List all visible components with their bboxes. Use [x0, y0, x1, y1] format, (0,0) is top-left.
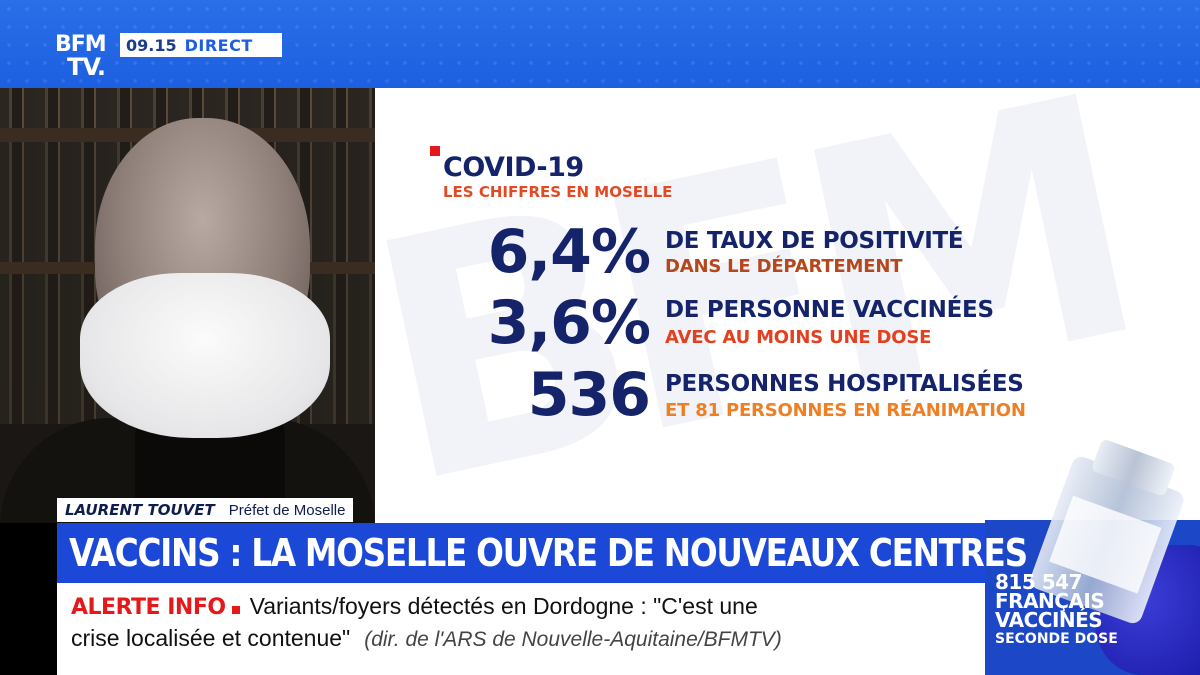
headline-banner: VACCINS : LA MOSELLE OUVRE DE NOUVEAUX C… — [57, 523, 1028, 583]
stat-value: 536 — [527, 360, 651, 430]
stat-label: DE TAUX DE POSITIVITÉ — [665, 228, 964, 254]
stat-label: PERSONNES HOSPITALISÉES — [665, 371, 1024, 397]
live-label: DIRECT — [184, 35, 253, 55]
stat-row: 536 — [430, 360, 651, 430]
ticker-text: crise localisée et contenue" — [71, 625, 351, 651]
vaccine-counter: 815 547 FRANÇAIS VACCINÉS SECONDE DOSE — [995, 570, 1118, 647]
ticker-source: (dir. de l'ARS de Nouvelle-Aquitaine/BFM… — [364, 628, 782, 651]
alert-square-icon — [231, 606, 240, 614]
stat-detail: AVEC AU MOINS UNE DOSE — [665, 327, 932, 348]
speaker-name: LAURENT TOUVET — [65, 501, 215, 519]
stats-panel: BFM — [375, 88, 1200, 523]
face-mask — [80, 273, 330, 438]
stat-value: 3,6% — [487, 288, 651, 358]
clock-time: 09.15 — [126, 35, 177, 55]
stat-value: 6,4% — [487, 217, 651, 287]
live-clock-badge: 09.15 DIRECT — [120, 33, 282, 57]
video-feed — [0, 88, 375, 523]
bfmtv-logo: BFM TV. — [55, 32, 107, 81]
vaccine-count: 815 547 — [995, 570, 1082, 594]
speaker-role: Préfet de Moselle — [228, 501, 346, 519]
title-marker — [430, 146, 440, 156]
ticker-text: Variants/foyers détectés en Dordogne : "… — [249, 593, 758, 619]
stat-row: 6,4% — [430, 217, 651, 287]
stat-row: 3,6% — [430, 288, 651, 358]
panel-title: COVID-19 — [443, 152, 584, 183]
stat-detail: ET 81 PERSONNES EN RÉANIMATION — [665, 400, 1026, 421]
panel-subtitle: LES CHIFFRES EN MOSELLE — [443, 183, 673, 201]
news-ticker: ALERTE INFO Variants/foyers détectés en … — [57, 583, 985, 675]
speaker-namebar: LAURENT TOUVET Préfet de Moselle — [57, 498, 354, 522]
top-banner — [0, 0, 1200, 90]
headline-text: VACCINS : LA MOSELLE OUVRE DE NOUVEAUX C… — [69, 531, 1028, 575]
stat-detail: DANS LE DÉPARTEMENT — [665, 256, 903, 277]
alert-label: ALERTE INFO — [71, 595, 226, 620]
stat-label: DE PERSONNE VACCINÉES — [665, 297, 994, 323]
